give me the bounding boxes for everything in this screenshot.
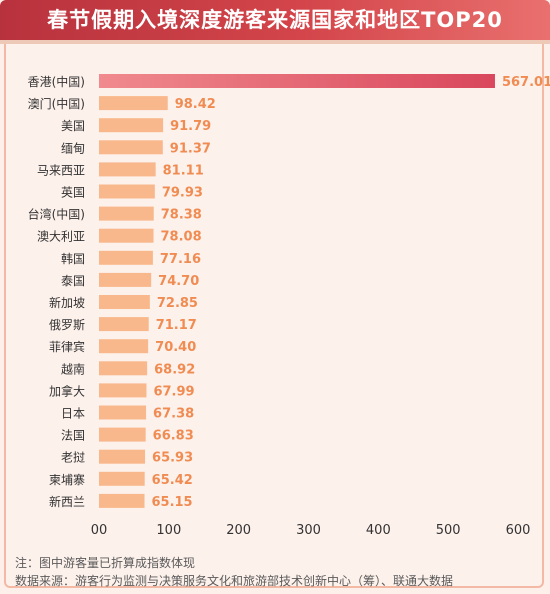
value-label: 65.93	[152, 451, 193, 466]
x-tick-label: 100	[156, 523, 181, 538]
category-label: 韩国	[61, 251, 85, 266]
category-label: 新加坡	[49, 295, 85, 310]
value-label: 72.85	[157, 296, 198, 311]
x-tick-label: 400	[366, 523, 391, 538]
category-label: 英国	[61, 186, 85, 200]
x-tick-label: 300	[296, 523, 321, 538]
value-label: 78.08	[161, 230, 202, 245]
category-label: 缅甸	[61, 141, 85, 155]
bars-group	[99, 74, 495, 508]
value-labels: 567.01 98.42 91.79 91.37 81.11 79.93 78.38 78.0…	[151, 75, 550, 510]
value-label: 98.42	[175, 97, 216, 112]
value-label: 65.42	[152, 473, 193, 488]
category-label: 马来西亚	[37, 163, 85, 177]
category-label: 泰国	[61, 274, 85, 288]
bar	[99, 405, 147, 420]
title-bar	[0, 0, 550, 44]
value-label: 67.38	[153, 407, 194, 422]
x-tick-label: 00	[91, 523, 108, 538]
x-axis-ticks: 00 100 200 300 400 500 600	[91, 523, 531, 538]
bar	[99, 449, 146, 464]
bar	[99, 383, 147, 398]
value-label: 74.70	[158, 274, 199, 289]
category-label: 新西兰	[49, 494, 85, 509]
x-tick-label: 200	[226, 523, 251, 538]
category-label: 日本	[61, 407, 85, 421]
value-label: 77.16	[160, 252, 201, 267]
x-tick-label: 500	[436, 523, 461, 538]
bar	[99, 295, 150, 309]
bar	[99, 140, 163, 155]
chart-frame	[4, 4, 544, 588]
bar	[99, 272, 152, 287]
bar	[99, 162, 156, 177]
bar	[99, 361, 148, 376]
category-label: 俄罗斯	[49, 318, 85, 332]
bar	[99, 471, 145, 486]
bar	[99, 228, 154, 243]
value-label: 91.79	[170, 119, 211, 134]
data-source: 数据来源：游客行为监测与决策服务文化和旅游部技术创新中心（筹）、联通大数据	[15, 574, 454, 588]
x-tick-label: 600	[506, 523, 531, 538]
category-label: 加拿大	[49, 383, 85, 398]
value-label: 567.01	[502, 75, 550, 90]
bar	[99, 339, 149, 354]
category-label: 柬埔寨	[49, 472, 85, 487]
bar	[99, 317, 149, 332]
value-label: 65.15	[151, 495, 192, 510]
category-label: 老挝	[61, 451, 85, 465]
category-label: 香港(中国)	[28, 74, 85, 89]
chart-title: 春节假期入境深度游客来源国家和地区TOP20	[47, 8, 503, 32]
bar	[99, 74, 495, 88]
bar	[99, 493, 145, 508]
value-label: 66.83	[153, 429, 194, 444]
category-label: 法国	[61, 429, 85, 443]
category-label: 澳门(中国)	[28, 96, 85, 111]
value-label: 67.99	[153, 384, 194, 399]
value-label: 71.17	[156, 318, 197, 333]
bar	[99, 184, 155, 199]
bar	[99, 206, 154, 221]
bar	[99, 96, 168, 111]
category-label: 台湾(中国)	[28, 207, 85, 222]
bar	[99, 250, 153, 265]
value-label: 81.11	[163, 163, 204, 178]
bar	[99, 118, 164, 133]
category-label: 澳大利亚	[37, 230, 85, 244]
category-label: 越南	[61, 361, 85, 376]
value-label: 91.37	[170, 141, 211, 156]
category-label: 菲律宾	[49, 339, 85, 354]
value-label: 78.38	[161, 208, 202, 223]
category-label: 美国	[61, 119, 85, 133]
value-label: 79.93	[162, 186, 203, 201]
value-label: 70.40	[155, 340, 196, 355]
value-label: 68.92	[154, 362, 195, 377]
footnote: 注：图中游客量已折算成指数体现	[15, 556, 196, 570]
bar	[99, 427, 146, 442]
